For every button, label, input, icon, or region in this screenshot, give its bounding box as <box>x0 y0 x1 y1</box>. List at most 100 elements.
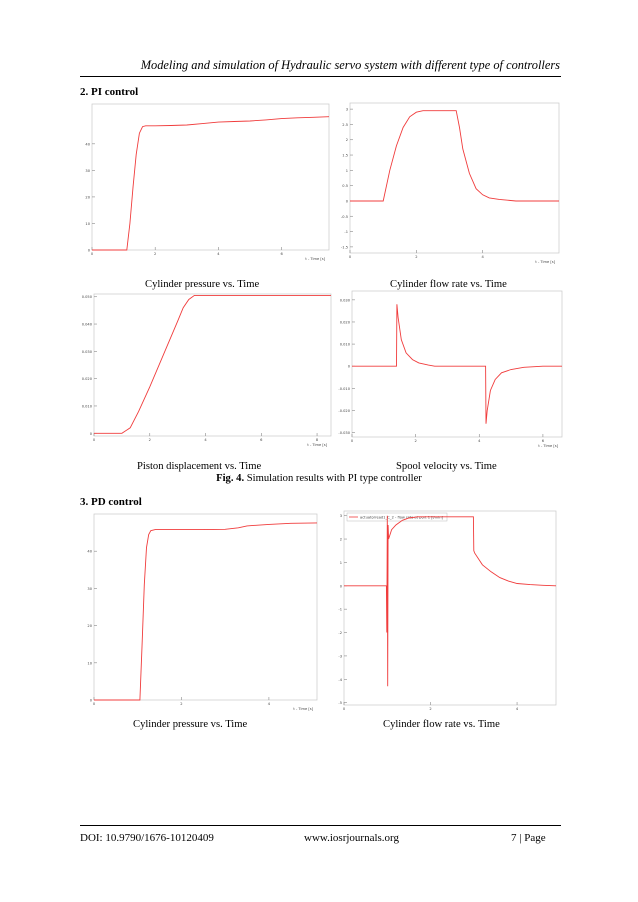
y-tick-label: 0.050 <box>82 295 93 299</box>
caption-pi-pressure: Cylinder pressure vs. Time <box>145 279 260 290</box>
plot-area <box>351 290 563 438</box>
footer-site: www.iosrjournals.org <box>304 832 400 844</box>
y-tick-label: 40 <box>87 550 92 554</box>
y-tick-label: 10 <box>87 661 92 665</box>
plot-area <box>349 102 560 254</box>
x-axis-label: t - Time [s] <box>535 260 555 264</box>
x-tick-label: 4 <box>516 707 519 711</box>
y-tick-label: -1.5 <box>341 245 348 249</box>
x-tick-label: 0 <box>93 438 96 442</box>
x-tick-label: 4 <box>204 438 207 442</box>
x-tick-label: 6 <box>260 438 263 442</box>
x-axis-label: t - Time [s] <box>538 444 558 448</box>
y-tick-label: 10 <box>85 222 90 226</box>
x-tick-label: 0 <box>349 255 352 259</box>
series-line <box>94 294 331 434</box>
figure-label: Fig. 4. <box>216 473 245 484</box>
x-axis-label: t - Time [s] <box>307 443 327 447</box>
caption-pi-flow: Cylinder flow rate vs. Time <box>390 279 507 290</box>
series-line <box>352 304 562 424</box>
x-tick-label: 6 <box>280 252 283 256</box>
plot-area <box>93 513 318 701</box>
section-heading-pd: 3. PD control <box>80 496 142 508</box>
caption-pi-piston: Piston displacement vs. Time <box>137 461 262 472</box>
y-tick-label: -1 <box>344 230 348 234</box>
y-tick-label: 2 <box>340 538 342 542</box>
x-tick-label: 8 <box>316 438 319 442</box>
plot-area <box>91 103 330 251</box>
running-header: Modeling and simulation of Hydraulic ser… <box>140 58 560 72</box>
y-tick-label: -0.020 <box>338 409 350 413</box>
y-tick-label: 2 <box>346 138 348 142</box>
y-tick-label: -0.010 <box>338 387 350 391</box>
y-tick-label: 0 <box>348 365 351 369</box>
figure-caption: Fig. 4. Simulation results with PI type … <box>0 473 638 484</box>
y-tick-label: -0.5 <box>341 215 348 219</box>
x-tick-label: 0 <box>351 439 354 443</box>
x-tick-label: 2 <box>415 255 417 259</box>
y-tick-label: 0.020 <box>340 320 351 324</box>
y-tick-label: 20 <box>85 195 90 199</box>
y-tick-label: 0.040 <box>82 323 93 327</box>
x-axis-label: t - Time [s] <box>305 257 325 261</box>
y-tick-label: -5 <box>338 701 342 705</box>
y-tick-label: 0.020 <box>82 377 93 381</box>
x-tick-label: 4 <box>268 702 271 706</box>
y-tick-label: 20 <box>87 624 92 628</box>
footer-page: 7 | Page <box>511 832 546 844</box>
plot-area <box>343 510 557 706</box>
x-tick-label: 2 <box>414 439 416 443</box>
caption-pd-pressure: Cylinder pressure vs. Time <box>133 719 248 730</box>
y-tick-label: 30 <box>87 587 92 591</box>
header-rule <box>80 76 561 77</box>
series-line <box>350 110 559 202</box>
y-tick-label: 0 <box>90 432 93 436</box>
y-tick-label: 0 <box>340 584 343 588</box>
x-tick-label: 4 <box>478 439 481 443</box>
chart-pi-spool: -0.030 -0.020 -0.010 0 0.010 0.020 0.030 0 2 4 6t … <box>338 290 563 448</box>
y-tick-label: 0.030 <box>82 350 93 354</box>
y-tick-label: -4 <box>338 678 342 682</box>
y-tick-label: 0 <box>346 199 349 203</box>
chart-pi-flow: -1.5 -1 -0.5 0 0.5 1 1.5 2 2.5 3 0 2 4 t - Time [s] <box>341 102 560 264</box>
y-tick-label: -3 <box>338 654 342 658</box>
y-tick-label: -1 <box>338 608 342 612</box>
x-tick-label: 2 <box>429 707 431 711</box>
y-tick-label: 0.010 <box>340 343 351 347</box>
x-tick-label: 6 <box>542 439 545 443</box>
caption-pd-flow: Cylinder flow rate vs. Time <box>383 719 500 730</box>
footer-doi: DOI: 10.9790/1676-10120409 <box>80 832 214 844</box>
chart-pi-piston: 0 0.010 0.020 0.030 0.040 0.050 0 2 4 6 8t - Time … <box>82 293 332 447</box>
y-tick-label: 1 <box>340 561 342 565</box>
x-tick-label: 4 <box>482 255 485 259</box>
y-tick-label: 3 <box>340 514 342 518</box>
y-tick-label: 30 <box>85 169 90 173</box>
x-tick-label: 2 <box>180 702 182 706</box>
x-tick-label: 2 <box>149 438 151 442</box>
x-axis-label: t - Time [s] <box>293 707 313 711</box>
x-tick-label: 2 <box>154 252 156 256</box>
y-tick-label: 0 <box>88 249 91 253</box>
y-tick-label: 2.5 <box>342 123 348 127</box>
section-heading-pi: 2. PI control <box>80 86 139 98</box>
y-tick-label: 0.010 <box>82 404 93 408</box>
y-tick-label: 0.5 <box>342 184 348 188</box>
series-line <box>94 522 318 701</box>
y-tick-label: 3 <box>346 108 348 112</box>
y-tick-label: 40 <box>85 142 90 146</box>
y-tick-label: -0.030 <box>338 431 350 435</box>
x-tick-label: 0 <box>91 252 94 256</box>
x-tick-label: 4 <box>217 252 220 256</box>
plot-area <box>93 293 332 437</box>
footer-rule <box>80 825 561 826</box>
series-line <box>344 515 557 687</box>
figure-caption-text: Simulation results with PI type controll… <box>244 473 422 484</box>
legend-entry: actuatorread1_C_2 - flow rate at port 1 … <box>360 515 444 519</box>
y-tick-label: 0 <box>90 699 93 703</box>
x-tick-label: 0 <box>93 702 96 706</box>
y-tick-label: -2 <box>338 631 342 635</box>
series-line <box>92 116 330 251</box>
y-tick-label: 0.030 <box>340 298 351 302</box>
